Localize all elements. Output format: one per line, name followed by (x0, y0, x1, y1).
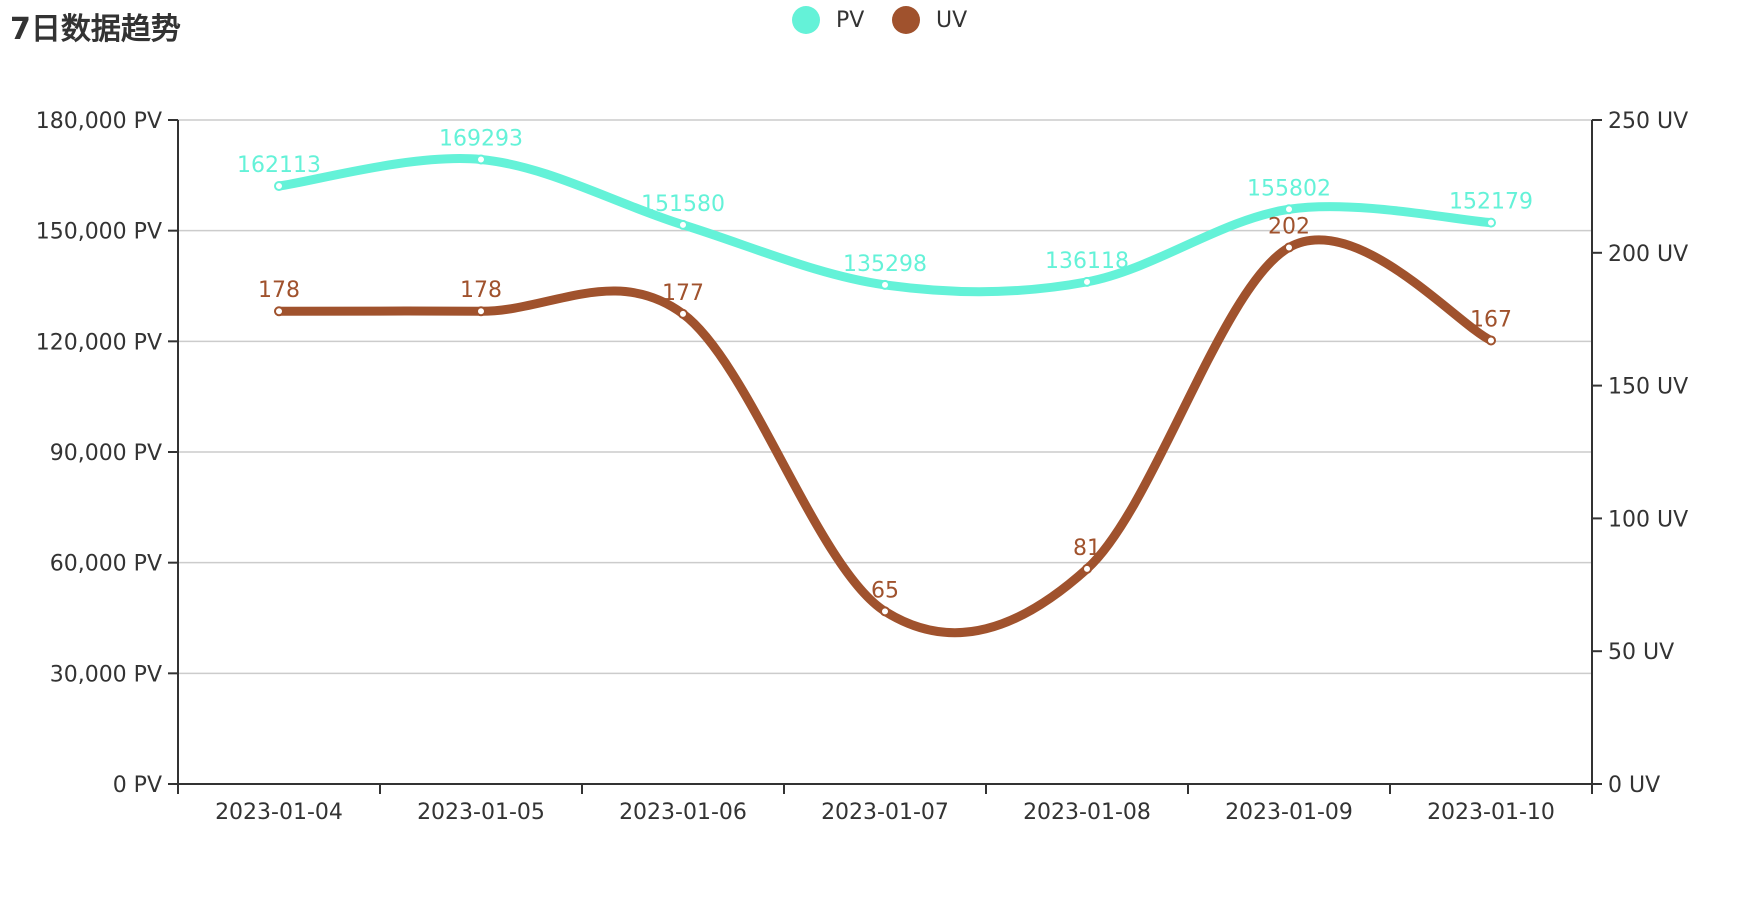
chart-title: 7日数据趋势 (10, 12, 181, 47)
y-left-tick-label: 60,000 PV (50, 552, 162, 577)
data-point-uv (274, 306, 284, 317)
y-left-tick-label: 120,000 PV (36, 330, 162, 355)
x-tick-label: 2023-01-10 (1427, 800, 1555, 825)
data-label-pv: 135298 (843, 252, 927, 277)
data-point-pv (1082, 276, 1092, 287)
data-label-uv: 202 (1268, 214, 1310, 239)
data-label-uv: 65 (871, 578, 899, 603)
x-tick-label: 2023-01-09 (1225, 800, 1353, 825)
data-point-pv (476, 154, 486, 165)
legend-swatch-uv (892, 6, 920, 34)
x-tick-label: 2023-01-04 (215, 800, 343, 825)
data-label-pv: 151580 (641, 192, 725, 217)
data-point-uv (678, 308, 688, 319)
data-label-pv: 152179 (1449, 190, 1533, 215)
data-label-uv: 178 (258, 278, 300, 303)
y-right-tick-label: 200 UV (1608, 242, 1688, 267)
legend-label-uv: UV (936, 7, 968, 33)
y-right-tick-label: 50 UV (1608, 640, 1674, 665)
x-tick-label: 2023-01-08 (1023, 800, 1151, 825)
data-label-uv: 177 (662, 281, 704, 306)
y-left-tick-label: 30,000 PV (50, 662, 162, 687)
data-point-pv (880, 279, 890, 290)
data-point-uv (1082, 563, 1092, 574)
legend-swatch-pv (792, 6, 820, 34)
data-label-pv: 169293 (439, 126, 523, 151)
legend-label-pv: PV (836, 7, 865, 33)
data-label-uv: 167 (1470, 307, 1512, 332)
legend: PV UV (0, 0, 1760, 50)
legend-item-pv[interactable]: PV (792, 6, 864, 34)
data-label-pv: 155802 (1247, 176, 1331, 201)
data-point-uv (880, 606, 890, 617)
data-label-uv: 178 (460, 278, 502, 303)
data-point-pv (1486, 217, 1496, 228)
x-tick-label: 2023-01-05 (417, 800, 545, 825)
y-right-tick-label: 100 UV (1608, 507, 1688, 532)
data-label-pv: 162113 (237, 153, 321, 178)
data-point-uv (476, 306, 486, 317)
y-left-tick-label: 90,000 PV (50, 441, 162, 466)
y-left-tick-label: 180,000 PV (36, 109, 162, 134)
data-point-pv (274, 180, 284, 191)
data-point-pv (1284, 204, 1294, 215)
y-right-tick-label: 0 UV (1608, 773, 1660, 798)
data-label-pv: 136118 (1045, 249, 1129, 274)
x-tick-label: 2023-01-06 (619, 800, 747, 825)
x-tick-label: 2023-01-07 (821, 800, 949, 825)
data-point-uv (1284, 242, 1294, 253)
data-point-uv (1486, 335, 1496, 346)
y-right-tick-label: 150 UV (1608, 375, 1688, 400)
y-right-tick-label: 250 UV (1608, 109, 1688, 134)
y-left-tick-label: 150,000 PV (36, 220, 162, 245)
y-left-tick-label: 0 PV (113, 773, 162, 798)
legend-item-uv[interactable]: UV (892, 6, 967, 34)
data-point-pv (678, 219, 688, 230)
data-label-uv: 81 (1073, 536, 1101, 561)
